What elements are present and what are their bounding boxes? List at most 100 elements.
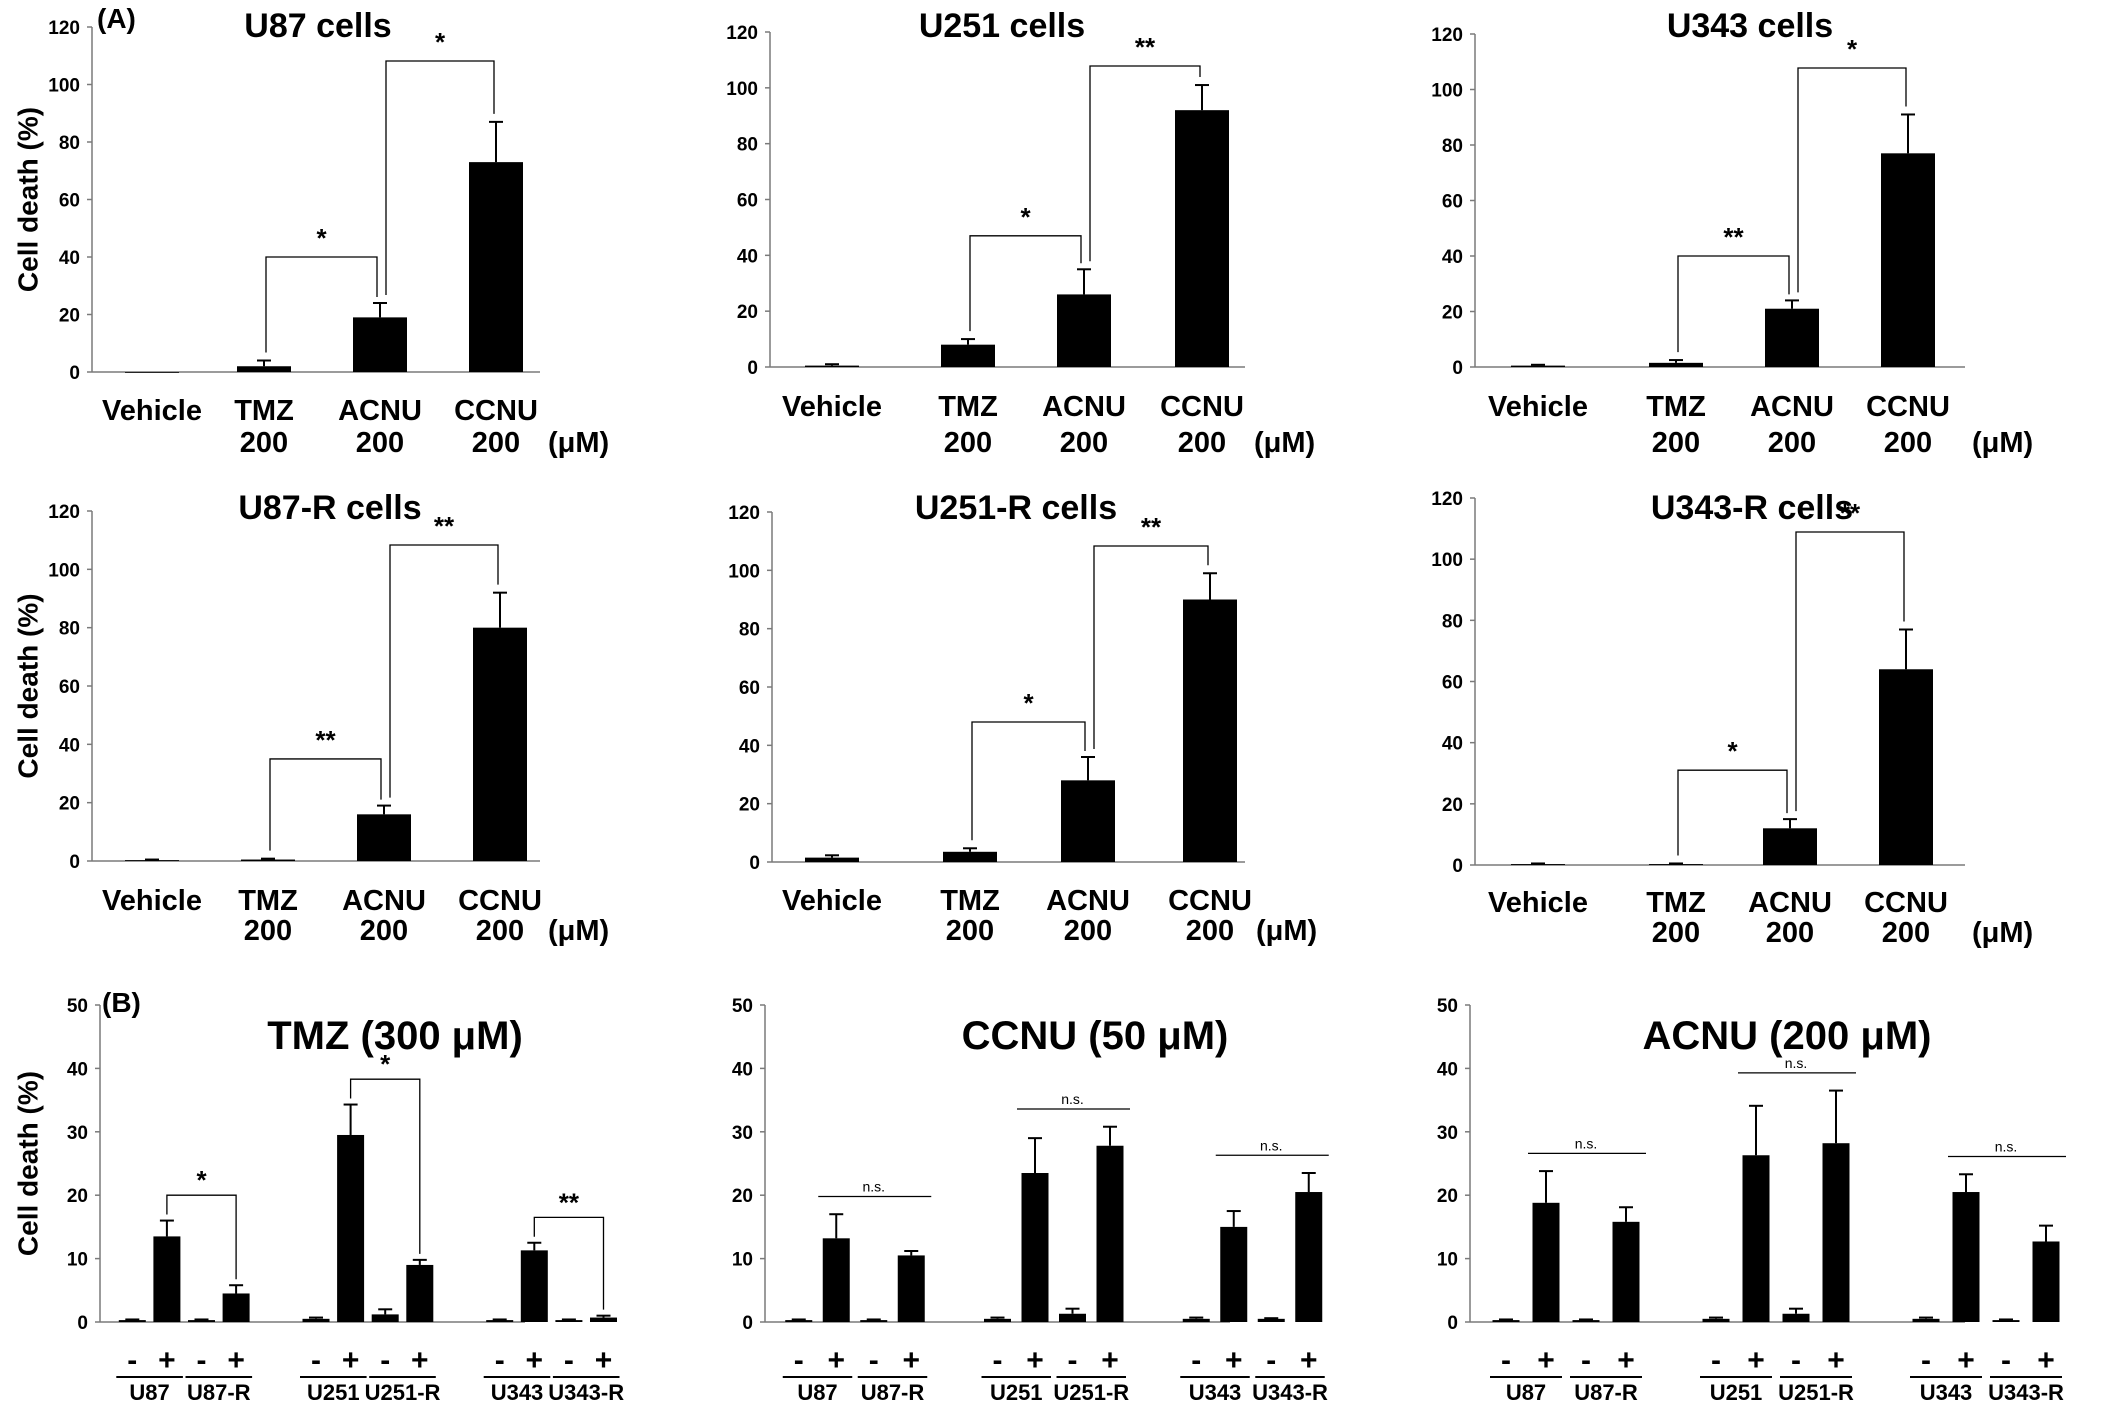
significance-bracket: **	[269, 725, 382, 851]
significance-label: **	[315, 725, 336, 755]
treatment-plus-label: +	[1300, 1344, 1318, 1377]
significance-label: *	[1727, 736, 1738, 766]
x-category-label: CCNU	[458, 885, 542, 917]
group-label: U343	[1920, 1380, 1973, 1405]
group-label: U251-R	[365, 1380, 441, 1405]
chart-title: U343-R cells	[1651, 489, 1853, 527]
bracket-line	[1093, 545, 1209, 749]
y-tick-label: 40	[1442, 734, 1463, 755]
treatment-plus-label: +	[158, 1344, 176, 1377]
bar	[337, 1134, 365, 1322]
bar	[1096, 1145, 1124, 1322]
x-unit-label: (μM)	[548, 915, 609, 947]
bar	[1649, 362, 1703, 367]
treatment-plus-label: +	[827, 1344, 845, 1377]
y-tick-label: 80	[59, 619, 80, 640]
treatment-plus-label: +	[526, 1344, 544, 1377]
chart-a-2: 0 20 40 60 80 100 120 U251 cells Vehicle TMZ 200 AC…	[726, 7, 1315, 459]
x-category-dose: 200	[240, 427, 288, 459]
y-tick-label: 20	[59, 794, 80, 815]
panel-label-b: (B)	[102, 987, 141, 1018]
bar	[860, 1320, 888, 1322]
x-category-label: CCNU	[454, 395, 538, 427]
y-tick-label: 40	[59, 248, 80, 269]
bracket-line	[265, 256, 378, 353]
group-label: U87	[797, 1380, 837, 1405]
bar	[805, 365, 859, 367]
group-label: U343	[1189, 1380, 1242, 1405]
treatment-minus-label: -	[1791, 1344, 1801, 1377]
bar	[941, 344, 995, 367]
group-label: U343-R	[548, 1380, 624, 1405]
significance-label: n.s.	[1995, 1139, 2018, 1155]
significance-bracket: *	[385, 27, 495, 295]
bracket-line	[969, 235, 1082, 332]
y-tick-label: 20	[59, 306, 80, 327]
bar	[353, 317, 407, 372]
x-category-label: Vehicle	[1488, 391, 1588, 423]
y-tick-label: 20	[737, 302, 758, 323]
bar	[222, 1293, 250, 1322]
y-tick-label: 0	[69, 852, 80, 873]
x-category-label: Vehicle	[1488, 887, 1588, 919]
significance-bracket: **	[1677, 222, 1790, 353]
y-tick-label: 30	[1437, 1123, 1458, 1144]
group-label: U343-R	[1988, 1380, 2064, 1405]
y-tick-label: 40	[739, 736, 760, 757]
x-category-dose: 200	[1652, 427, 1700, 459]
bracket-line	[1795, 531, 1905, 812]
chart-title: U87 cells	[244, 7, 391, 45]
chart-a-4: 0 20 40 60 80 100 120 Cell death (%) U87-R cells…	[12, 489, 609, 947]
panel-label-a: (A)	[97, 3, 136, 34]
y-tick-label: 120	[1431, 25, 1463, 46]
treatment-plus-label: +	[227, 1344, 245, 1377]
treatment-minus-label: -	[2001, 1344, 2011, 1377]
group-label: U251	[990, 1380, 1043, 1405]
x-category-label: TMZ	[234, 395, 294, 427]
y-tick-label: 60	[59, 677, 80, 698]
treatment-minus-label: -	[794, 1344, 804, 1377]
group-label: U343-R	[1252, 1380, 1328, 1405]
bar	[1182, 1318, 1210, 1322]
x-category-label: Vehicle	[102, 395, 202, 427]
bar	[1511, 864, 1565, 865]
bar	[469, 162, 523, 372]
significance-bracket: **	[533, 1187, 605, 1310]
treatment-minus-label: -	[380, 1344, 390, 1377]
y-tick-label: 0	[742, 1313, 753, 1334]
y-tick-label: 120	[728, 503, 760, 524]
significance-bracket: n.s.	[1738, 1055, 1856, 1074]
treatment-minus-label: -	[311, 1344, 321, 1377]
y-tick-label: 10	[732, 1250, 753, 1271]
y-tick-label: 20	[732, 1186, 753, 1207]
significance-bracket: n.s.	[1017, 1091, 1130, 1110]
bar	[1220, 1226, 1248, 1322]
treatment-plus-label: +	[1957, 1344, 1975, 1377]
y-tick-label: 0	[747, 358, 758, 379]
treatment-minus-label: -	[869, 1344, 879, 1377]
treatment-plus-label: +	[1827, 1344, 1845, 1377]
x-category-label: Vehicle	[102, 885, 202, 917]
y-tick-label: 0	[749, 853, 760, 874]
y-tick-label: 0	[77, 1313, 88, 1334]
x-category-label: TMZ	[938, 391, 998, 423]
y-tick-label: 120	[1431, 489, 1463, 510]
bar	[486, 1320, 514, 1322]
chart-a-3: 0 20 40 60 80 100 120 U343 cells Vehicle TMZ 200 AC…	[1431, 7, 2033, 459]
x-category-dose: 200	[1766, 917, 1814, 949]
bar	[555, 1320, 583, 1322]
y-tick-label: 60	[737, 191, 758, 212]
x-category-dose: 200	[1652, 917, 1700, 949]
y-tick-label: 100	[1431, 550, 1463, 571]
significance-label: **	[434, 511, 455, 541]
y-tick-label: 120	[48, 502, 80, 523]
x-category-label: TMZ	[1646, 391, 1706, 423]
x-category-label: ACNU	[1750, 391, 1834, 423]
x-category-dose: 200	[472, 427, 520, 459]
significance-label: **	[1141, 512, 1162, 542]
y-tick-label: 60	[739, 678, 760, 699]
y-tick-label: 40	[1437, 1059, 1458, 1080]
